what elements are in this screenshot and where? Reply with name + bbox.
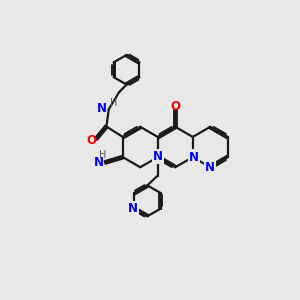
Text: N: N [97, 102, 107, 115]
Text: N: N [153, 150, 163, 163]
Text: N: N [93, 156, 103, 169]
Text: N: N [189, 151, 199, 164]
Text: O: O [86, 134, 97, 147]
Text: O: O [170, 100, 180, 113]
Text: H: H [99, 150, 106, 160]
Text: N: N [205, 161, 215, 174]
Text: H: H [110, 98, 117, 108]
Text: N: N [128, 202, 137, 215]
